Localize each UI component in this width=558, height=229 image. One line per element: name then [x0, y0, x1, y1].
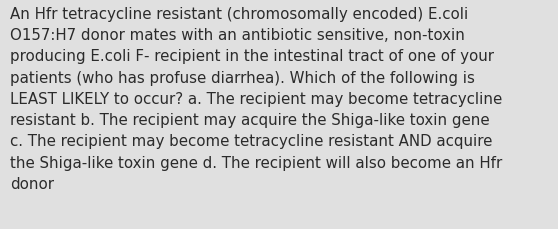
- Text: An Hfr tetracycline resistant (chromosomally encoded) E.coli
O157:H7 donor mates: An Hfr tetracycline resistant (chromosom…: [10, 7, 502, 191]
